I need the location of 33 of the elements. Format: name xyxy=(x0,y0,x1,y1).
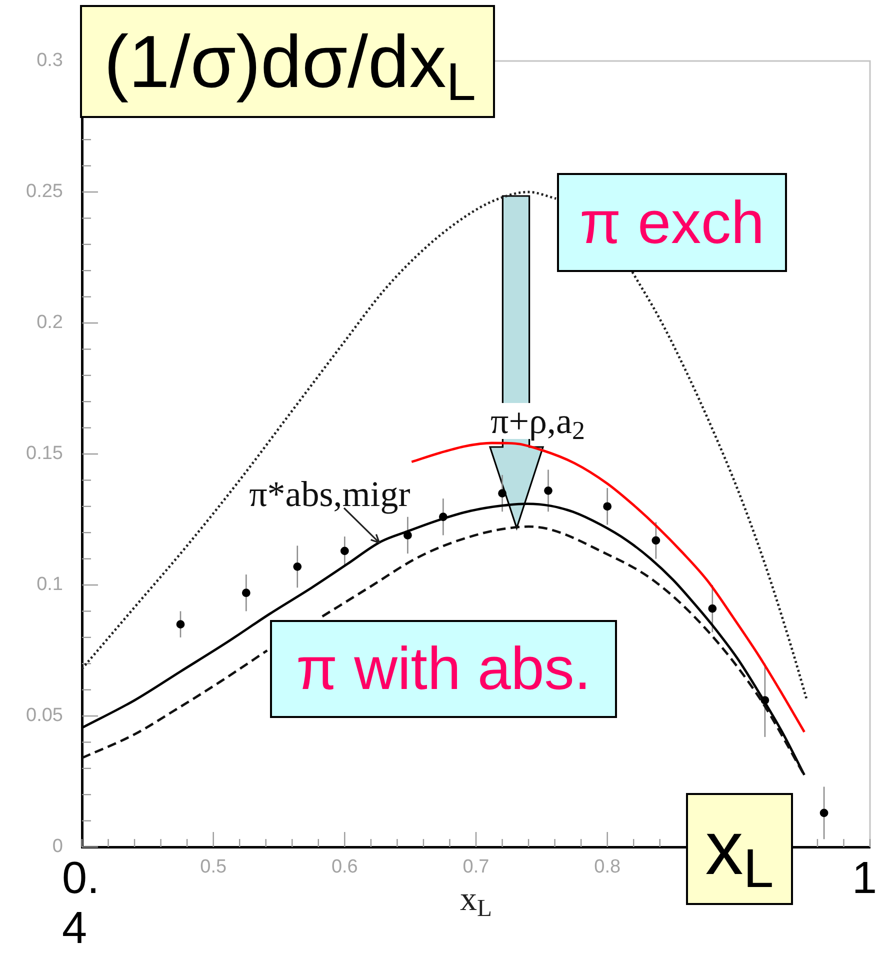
x-tick-label: 0.6 xyxy=(331,856,358,878)
y-tick-label: 0.25 xyxy=(26,181,63,202)
point xyxy=(176,620,185,628)
point xyxy=(242,588,250,598)
point xyxy=(438,512,448,522)
point xyxy=(340,546,349,556)
annotation: π+ρ,a$_{2}$ xyxy=(490,400,585,445)
point xyxy=(820,808,828,818)
x-tick-label: 0.5 xyxy=(200,856,227,878)
text: 0.4 xyxy=(62,852,101,954)
x-tick-label: 0.7 xyxy=(462,856,490,878)
point xyxy=(293,562,302,571)
x-tick-label: 0.8 xyxy=(594,856,621,878)
annotation: π exch xyxy=(580,188,764,256)
y-tick-label: 0.1 xyxy=(36,574,63,596)
y-tick-label: 0.05 xyxy=(26,705,63,726)
y-tick-label: 0.3 xyxy=(36,50,63,72)
point xyxy=(603,502,612,511)
x-axis-title: x$_{L}$ xyxy=(460,881,492,922)
point xyxy=(404,531,412,540)
y-axis-title: (1/σ)dσ/dx$_{L}$ xyxy=(104,20,476,112)
annotation: π*abs,migr xyxy=(249,474,410,514)
y-tick-label: 0.2 xyxy=(36,312,63,334)
point xyxy=(652,536,660,545)
point xyxy=(708,604,717,613)
y-tick-label: 0.15 xyxy=(26,443,63,464)
annotation: x$_{L}$ xyxy=(705,806,774,900)
annotation: π with abs. xyxy=(296,635,591,702)
text: 1 xyxy=(852,852,878,904)
point xyxy=(760,696,770,704)
point xyxy=(498,489,506,498)
y-tick-label: 0 xyxy=(52,836,63,858)
point xyxy=(544,486,552,495)
